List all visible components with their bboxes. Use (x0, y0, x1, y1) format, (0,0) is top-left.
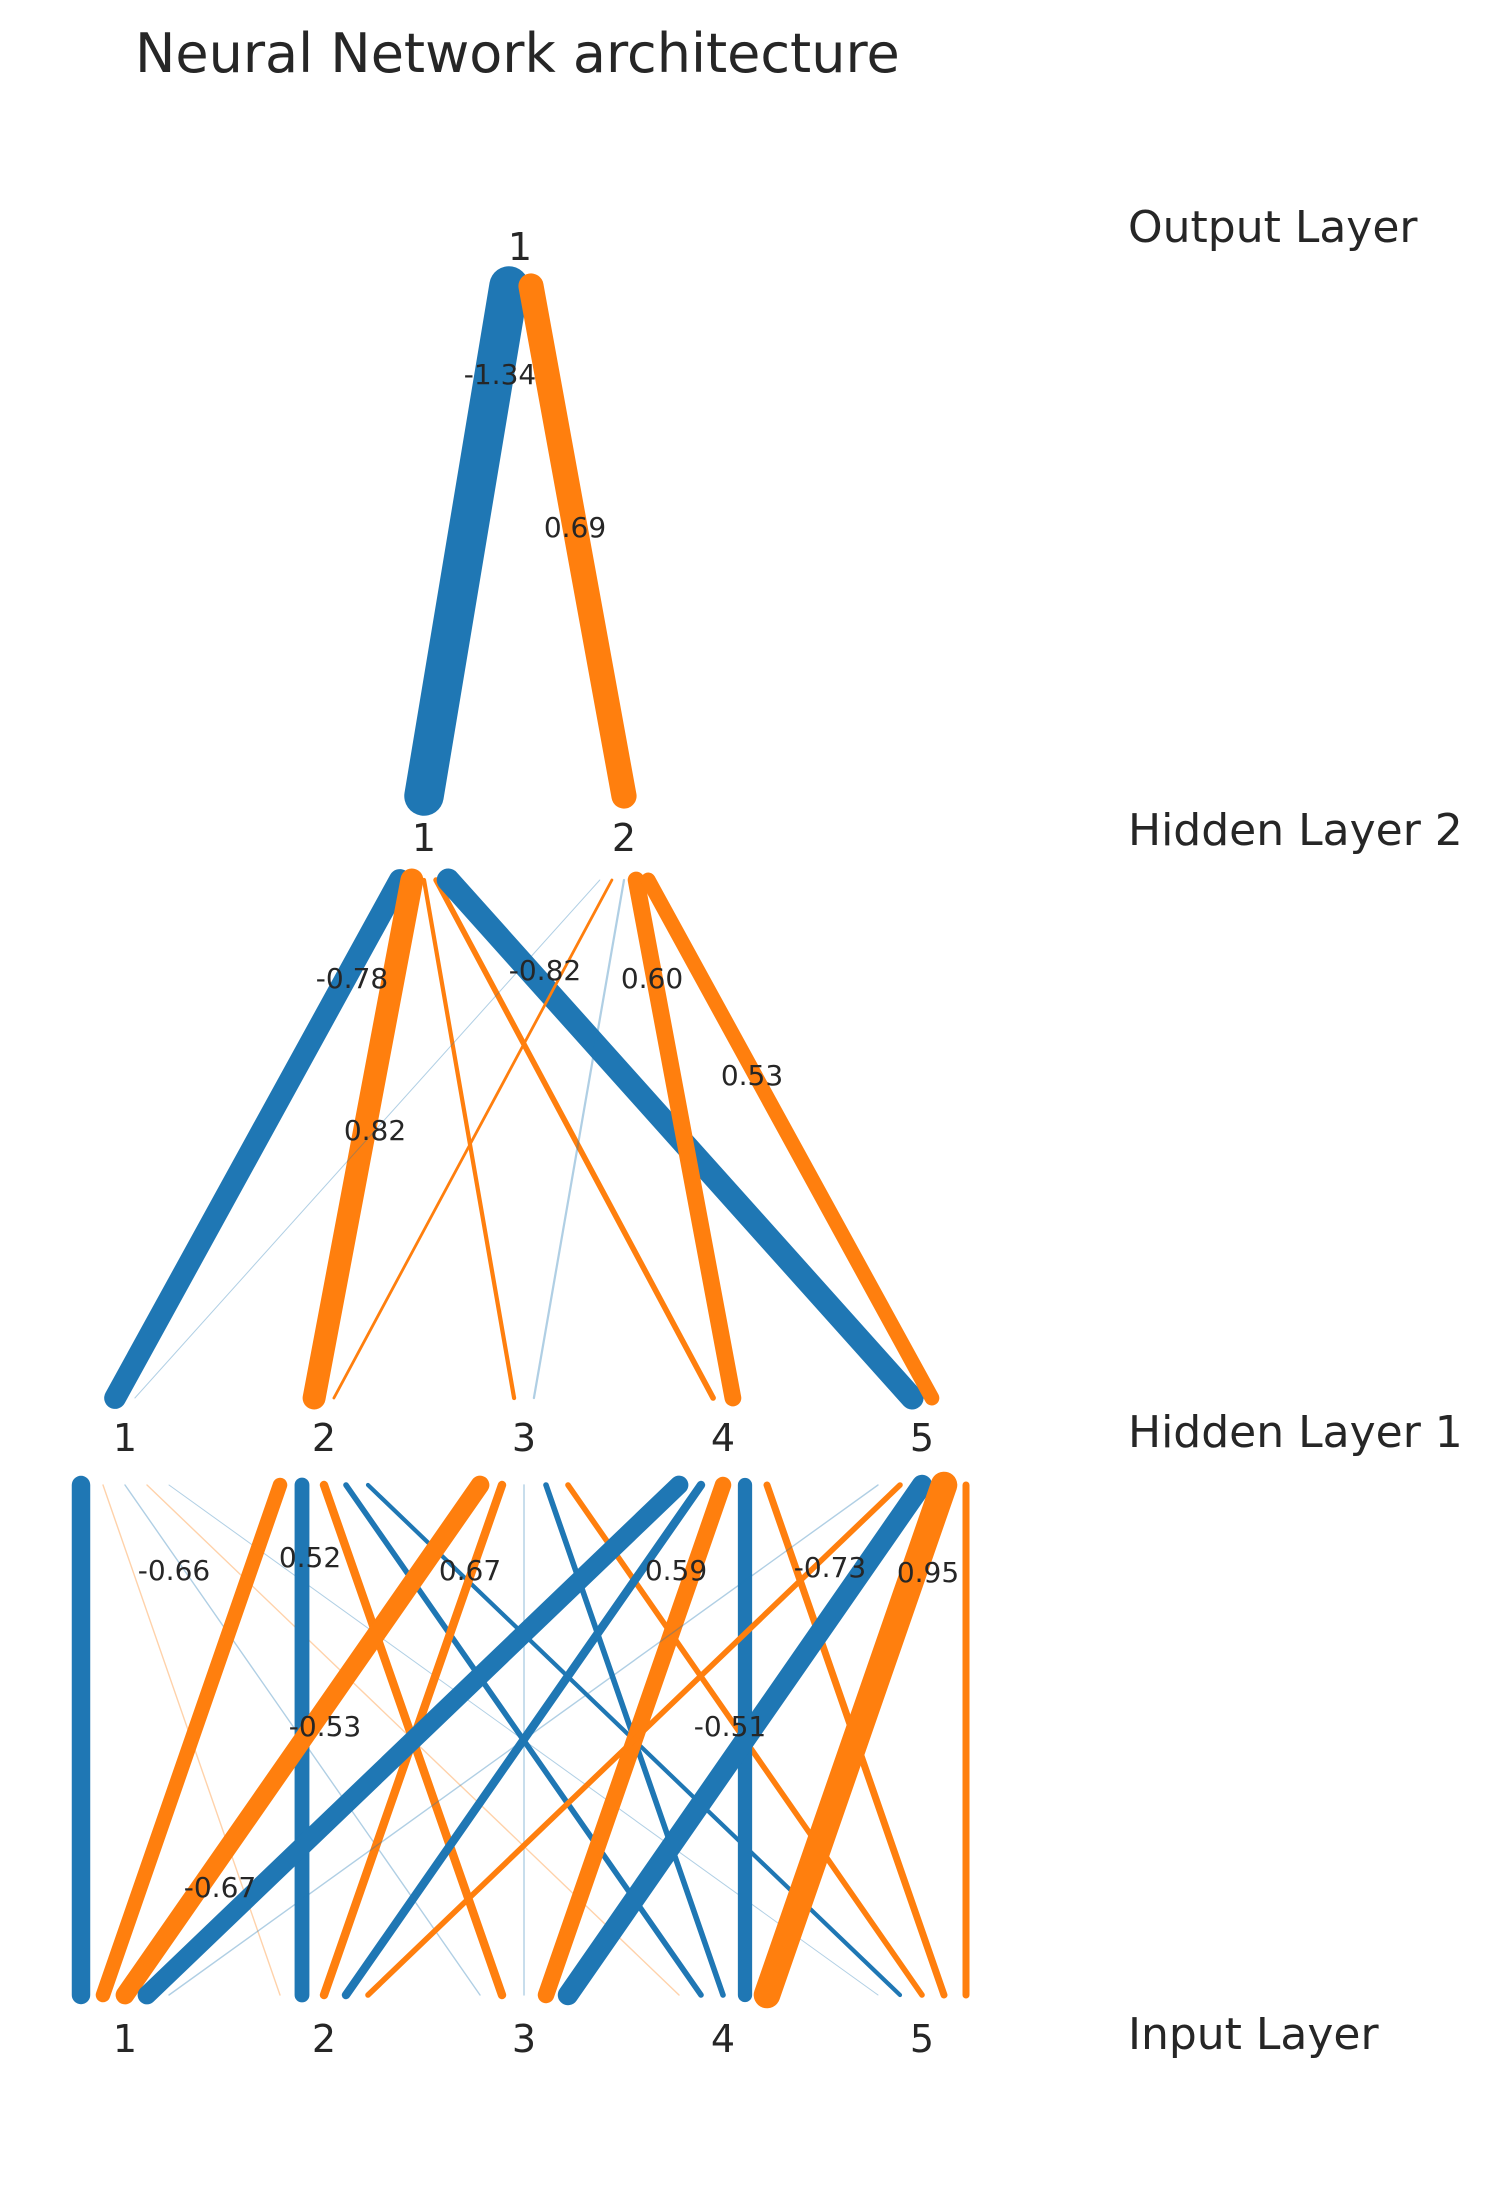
weight-label: 0.52 (279, 1541, 341, 1574)
edge-l0-from1-to3 (115, 1475, 490, 2005)
node-label-layer1-1: 1 (113, 1416, 137, 1460)
edge-l1-from2-to1 (302, 868, 424, 1410)
weight-label: 0.59 (645, 1554, 707, 1587)
edge-l0-from2-to4 (341, 1480, 706, 2000)
weight-label: 0.60 (621, 962, 683, 995)
node-label-layer0-1: 1 (113, 2017, 137, 2061)
edge-l1-from1-to1 (104, 869, 411, 1409)
weight-label: -0.82 (509, 954, 581, 987)
weight-label: -0.53 (289, 1710, 361, 1743)
edge-l2-from2-to1 (518, 273, 637, 809)
edge-l1-from1-to2 (134, 879, 601, 1399)
node-label-layer0-4: 4 (711, 2017, 735, 2061)
node-label-layer3-1: 1 (508, 225, 532, 269)
layer-label-hidden-2: Hidden Layer 2 (1128, 805, 1463, 856)
diagram-title: Neural Network architecture (135, 22, 900, 85)
edge-l2-from1-to1 (404, 266, 529, 816)
edge-l0-from2-to5 (365, 1482, 903, 1998)
edge-l0-from3-to5 (557, 1474, 933, 2006)
weight-label: 0.67 (439, 1554, 501, 1587)
node-label-layer1-5: 5 (910, 1416, 934, 1460)
weight-labels-group: -0.66 0.52 0.67 0.59 -0.73 0.95 -0.53 -0.51 -0.6… (138, 358, 959, 1904)
node-label-layer2-2: 2 (612, 816, 636, 860)
layer-label-output: Output Layer (1128, 202, 1418, 253)
edge-l1-from5-to2 (640, 872, 940, 1406)
weight-label: 0.53 (721, 1059, 783, 1092)
weight-label: -0.67 (184, 1871, 256, 1904)
node-label-layer0-3: 3 (512, 2017, 536, 2061)
edge-l1-from3-to2 (532, 878, 626, 1400)
layer-label-input: Input Layer (1128, 2009, 1379, 2060)
edge-l1-from4-to2 (627, 871, 742, 1407)
node-label-layer0-5: 5 (910, 2017, 934, 2061)
weight-label: -1.34 (464, 358, 536, 391)
node-labels-group: 1 2 3 4 5 1 2 3 4 5 1 2 1 (113, 225, 934, 2061)
node-label-layer1-2: 2 (312, 1416, 336, 1460)
edge-l1-from4-to1 (433, 877, 716, 1401)
layer-label-hidden-1: Hidden Layer 1 (1128, 1407, 1463, 1458)
edge-l0-from1-to2 (95, 1477, 288, 2003)
weight-label: -0.78 (316, 962, 388, 995)
node-label-layer0-2: 2 (312, 2017, 336, 2061)
weight-label: -0.51 (694, 1710, 766, 1743)
edge-l0-from4-to5 (753, 1471, 958, 2009)
edge-l1-from2-to2 (332, 878, 614, 1400)
weight-label: 0.69 (544, 511, 606, 544)
weight-label: -0.73 (794, 1551, 866, 1584)
node-label-layer1-3: 3 (512, 1416, 536, 1460)
edge-l1-from3-to1 (421, 877, 517, 1401)
node-label-layer2-1: 1 (412, 816, 436, 860)
weight-label: -0.66 (138, 1554, 210, 1587)
weight-label: 0.82 (344, 1114, 406, 1147)
edge-l0-from1-to5 (168, 1484, 879, 1996)
node-label-layer1-4: 4 (711, 1416, 735, 1460)
edges-group (71, 266, 970, 2009)
weight-label: 0.95 (897, 1556, 959, 1589)
edge-l0-from1-to4 (137, 1475, 689, 2005)
